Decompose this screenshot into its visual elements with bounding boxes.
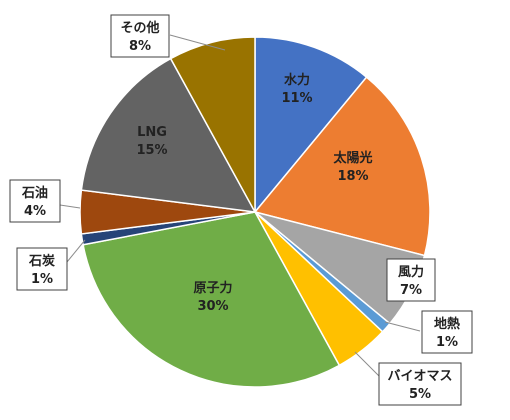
slice-percent-label-0: 11% [281, 91, 312, 106]
pie-slice-8 [80, 57, 257, 213]
pie-slice-0 [254, 36, 368, 215]
slice-percent-label-8: 15% [136, 143, 167, 158]
leader-line-6 [66, 239, 86, 263]
leader-line-7 [59, 204, 81, 209]
leader-line-3 [384, 321, 421, 332]
data-label-box-2 [386, 258, 436, 302]
pie-slices [79, 36, 431, 388]
pie-slice-1 [253, 76, 431, 257]
slice-percent-label-9: 8% [129, 39, 151, 54]
data-label-box-3 [421, 310, 473, 354]
slice-name-label-3: 地熱 [434, 316, 460, 332]
slice-percent-label-5: 30% [197, 299, 228, 314]
slice-percent-label-7: 4% [24, 204, 46, 219]
slice-name-label-0: 水力 [284, 72, 310, 88]
slice-percent-label-3: 1% [436, 335, 458, 350]
data-label-box-9 [110, 14, 170, 58]
slice-percent-label-4: 5% [409, 387, 431, 402]
slice-name-label-6: 石炭 [28, 253, 55, 269]
leader-line-9 [169, 34, 226, 51]
slice-name-label-5: 原子力 [193, 280, 232, 296]
slice-percent-label-6: 1% [31, 272, 53, 287]
data-label-box-6 [16, 247, 68, 291]
leader-line-4 [354, 351, 381, 378]
data-labels: 水力 11% 太陽光 18% 風力 7% 地熱 1% バイオマス 5% 原子力 30% 石炭 1% 石油 4%… [9, 14, 473, 406]
slice-name-label-4: バイオマス [387, 369, 452, 384]
slice-name-label-8: LNG [137, 125, 167, 140]
slice-percent-label-2: 7% [400, 283, 422, 298]
slice-percent-label-1: 18% [337, 169, 368, 184]
pie-slice-9 [169, 36, 256, 213]
slice-name-label-1: 太陽光 [332, 150, 372, 166]
slice-name-label-2: 風力 [398, 264, 424, 280]
leader-lines [59, 34, 421, 378]
pie-slice-5 [82, 211, 341, 388]
data-label-box-7 [9, 179, 61, 223]
slice-name-label-7: 石油 [21, 185, 48, 201]
data-label-box-4 [378, 362, 462, 406]
slice-name-label-9: その他 [120, 20, 159, 36]
